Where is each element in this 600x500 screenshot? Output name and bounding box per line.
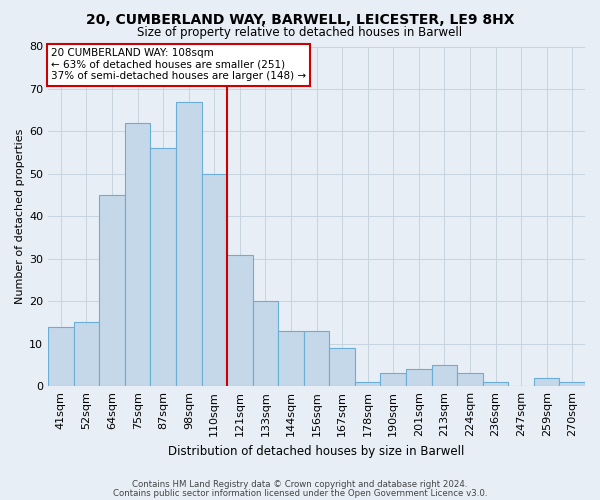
Bar (253, 302, 278, 386)
Bar (559, 382, 585, 386)
Bar (48, 326, 74, 386)
Text: 20, CUMBERLAND WAY, BARWELL, LEICESTER, LE9 8HX: 20, CUMBERLAND WAY, BARWELL, LEICESTER, … (86, 12, 514, 26)
Bar (151, 148, 176, 386)
Bar (176, 102, 202, 386)
Bar (278, 331, 304, 386)
Text: Contains HM Land Registry data © Crown copyright and database right 2024.: Contains HM Land Registry data © Crown c… (132, 480, 468, 489)
Bar (483, 382, 508, 386)
Bar (534, 378, 559, 386)
Bar (74, 322, 99, 386)
Bar (125, 123, 151, 386)
Bar (355, 382, 380, 386)
Bar (431, 365, 457, 386)
Bar (227, 254, 253, 386)
Bar (380, 374, 406, 386)
Bar (99, 195, 125, 386)
Bar (304, 331, 329, 386)
X-axis label: Distribution of detached houses by size in Barwell: Distribution of detached houses by size … (169, 444, 465, 458)
Bar (202, 174, 227, 386)
Text: 20 CUMBERLAND WAY: 108sqm
← 63% of detached houses are smaller (251)
37% of semi: 20 CUMBERLAND WAY: 108sqm ← 63% of detac… (51, 48, 306, 82)
Text: Contains public sector information licensed under the Open Government Licence v3: Contains public sector information licen… (113, 490, 487, 498)
Bar (457, 374, 483, 386)
Bar (329, 348, 355, 386)
Y-axis label: Number of detached properties: Number of detached properties (15, 128, 25, 304)
Text: Size of property relative to detached houses in Barwell: Size of property relative to detached ho… (137, 26, 463, 39)
Bar (406, 369, 431, 386)
